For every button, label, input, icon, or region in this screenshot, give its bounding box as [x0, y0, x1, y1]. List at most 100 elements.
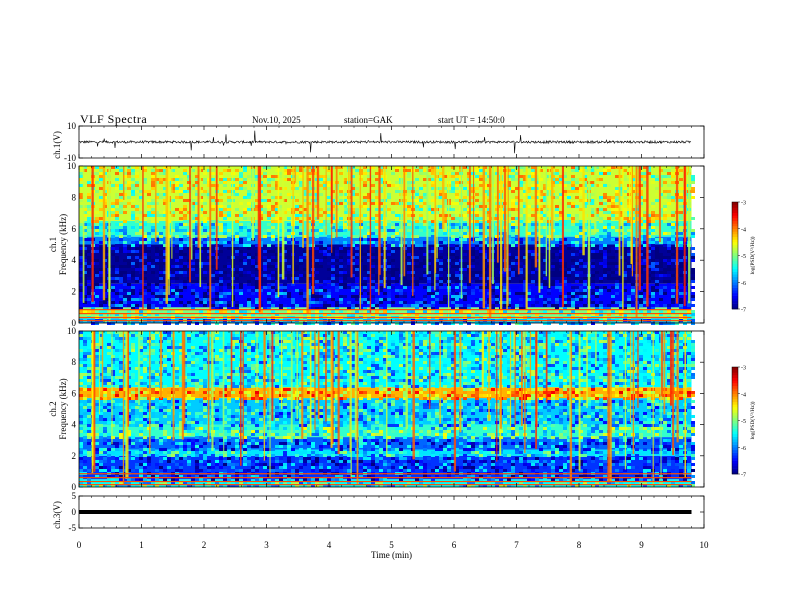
spectral-cell: [91, 322, 95, 325]
spectral-cell: [539, 220, 543, 223]
spectral-cell: [235, 226, 239, 229]
spectral-cell: [319, 229, 323, 232]
spectral-cell: [643, 289, 647, 292]
spectral-cell: [419, 217, 423, 220]
spectral-cell: [403, 283, 407, 286]
spectral-cell: [279, 274, 283, 277]
spectral-cell: [147, 205, 151, 208]
spectral-cell: [195, 250, 199, 253]
spectral-cell: [463, 238, 467, 241]
spectral-cell: [419, 331, 423, 334]
spectral-cell: [267, 307, 271, 310]
spectral-cell: [263, 166, 267, 169]
spectral-cell: [691, 229, 695, 232]
spectral-cell: [203, 235, 207, 238]
spectral-cell: [603, 322, 607, 325]
spectral-cell: [323, 220, 327, 223]
spectral-cell: [651, 247, 655, 250]
spectral-cell: [127, 313, 131, 316]
spectral-cell: [331, 205, 335, 208]
spectral-cell: [639, 178, 643, 181]
spectral-cell: [315, 265, 319, 268]
spectral-streak: [306, 166, 309, 314]
spectral-cell: [179, 280, 183, 283]
spectral-cell: [443, 256, 447, 259]
spectral-cell: [599, 301, 603, 304]
spectral-cell: [159, 253, 163, 256]
spectral-cell: [527, 196, 531, 199]
spectral-cell: [247, 304, 251, 307]
spectral-cell: [575, 289, 579, 292]
spectral-cell: [371, 265, 375, 268]
spectral-cell: [507, 235, 511, 238]
spectral-cell: [355, 298, 359, 301]
spectral-cell: [671, 253, 675, 256]
spectral-cell: [151, 226, 155, 229]
spectral-cell: [507, 280, 511, 283]
spectral-cell: [151, 172, 155, 175]
spectral-cell: [183, 172, 187, 175]
spectral-cell: [559, 313, 563, 316]
spectral-streak: [400, 166, 403, 286]
spectral-cell: [235, 241, 239, 244]
spectral-cell: [247, 298, 251, 301]
spectral-cell: [275, 280, 279, 283]
spectral-cell: [87, 184, 91, 187]
spectral-cell: [295, 277, 299, 280]
spectral-cell: [375, 247, 379, 250]
spectral-cell: [419, 301, 423, 304]
spectral-cell: [655, 250, 659, 253]
spectral-cell: [131, 211, 135, 214]
spectral-cell: [115, 274, 119, 277]
spectral-cell: [279, 277, 283, 280]
spectral-cell: [351, 166, 355, 169]
spectral-cell: [623, 265, 627, 268]
colorbar-cell: [732, 306, 738, 310]
spectral-cell: [191, 187, 195, 190]
start-time-label: start UT = 14:50:0: [438, 115, 505, 125]
spectral-cell: [303, 274, 307, 277]
spectral-cell: [187, 187, 191, 190]
spectral-band: [79, 479, 692, 487]
spectral-cell: [179, 235, 183, 238]
spectral-cell: [323, 175, 327, 178]
spectral-cell: [691, 277, 695, 280]
spectral-cell: [643, 172, 647, 175]
spectral-cell: [659, 181, 663, 184]
spectral-cell: [295, 214, 299, 217]
spectral-cell: [87, 271, 91, 274]
spectral-cell: [607, 166, 611, 169]
spectral-line: [79, 309, 692, 311]
spectral-cell: [479, 169, 483, 172]
spectral-cell: [207, 229, 211, 232]
spectral-cell: [507, 298, 511, 301]
spectral-streak: [403, 166, 406, 277]
spectral-cell: [483, 223, 487, 226]
spectral-cell: [539, 178, 543, 181]
spectral-cell: [323, 277, 327, 280]
spectral-cell: [183, 265, 187, 268]
spectral-cell: [79, 166, 83, 169]
spectral-cell: [519, 208, 523, 211]
spectral-cell: [479, 193, 483, 196]
spectral-cell: [379, 307, 383, 310]
spectral-cell: [651, 292, 655, 295]
spectral-cell: [503, 307, 507, 310]
spectral-cell: [379, 172, 383, 175]
spectral-cell: [419, 208, 423, 211]
spectral-cell: [303, 253, 307, 256]
spectral-cell: [611, 271, 615, 274]
spectral-cell: [667, 238, 671, 241]
spectral-cell: [451, 292, 455, 295]
spectral-cell: [407, 196, 411, 199]
spectral-cell: [655, 238, 659, 241]
spectral-cell: [583, 262, 587, 265]
spectral-cell: [355, 295, 359, 298]
spectral-cell: [139, 211, 143, 214]
spectral-cell: [375, 196, 379, 199]
spectral-cell: [427, 268, 431, 271]
spectral-cell: [183, 217, 187, 220]
spectral-cell: [287, 193, 291, 196]
spectral-cell: [451, 253, 455, 256]
spectral-cell: [179, 238, 183, 241]
